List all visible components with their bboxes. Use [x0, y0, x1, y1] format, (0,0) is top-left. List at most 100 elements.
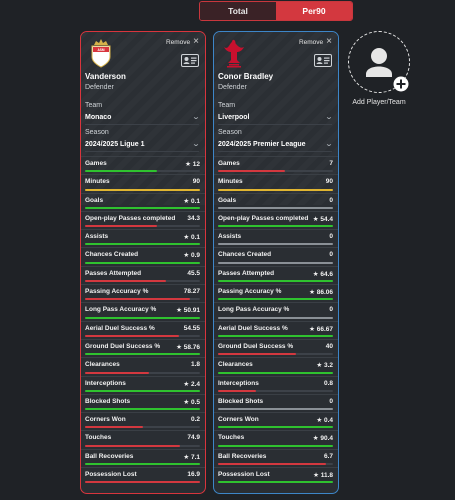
stat-bar	[218, 188, 333, 191]
stat-label: Open-play Passes completed	[85, 214, 176, 222]
stat-bar	[218, 261, 333, 264]
stat-value: ★ 0.1	[183, 234, 200, 242]
stat-row: Assists ★ 0.1	[81, 229, 205, 247]
stat-bar-fill	[218, 371, 333, 374]
stat-row: Corners Won 0.2	[81, 412, 205, 430]
stat-value: ★ 58.76	[176, 343, 200, 351]
stat-label: Goals	[85, 196, 104, 204]
stat-row: Touches ★ 90.4	[214, 430, 338, 448]
team-select[interactable]: Monaco ⌄	[85, 113, 201, 125]
stat-bar	[218, 353, 333, 356]
chevron-down-icon: ⌄	[191, 114, 201, 121]
stat-label: Aerial Duel Success %	[218, 324, 288, 332]
stat-label: Goals	[218, 196, 237, 204]
stat-bar	[218, 206, 333, 209]
stat-label: Minutes	[218, 178, 243, 186]
stat-bar	[85, 353, 200, 356]
stat-label: Blocked Shots	[85, 397, 131, 405]
stat-row: Ground Duel Success % 40	[214, 338, 338, 357]
season-select-value: 2024/2025 Premier League	[218, 140, 306, 148]
per90-toggle-button[interactable]: Per90	[276, 2, 352, 20]
total-per90-toggle[interactable]: Total Per90	[199, 1, 353, 21]
stat-bar-fill	[85, 225, 158, 228]
monaco-crest-icon: ASM	[91, 39, 111, 68]
stat-row: Aerial Duel Success % 54.55	[81, 320, 205, 339]
stat-value: ★ 3.2	[316, 362, 333, 370]
stat-value: 34.3	[187, 214, 200, 222]
stat-bar	[218, 371, 333, 374]
stat-row: Possession Lost 16.9	[81, 467, 205, 485]
add-player-button[interactable]	[348, 31, 410, 93]
stat-value: ★ 11.8	[313, 472, 333, 480]
stat-label: Possession Lost	[85, 471, 137, 479]
stat-value: 0	[329, 306, 333, 314]
season-select[interactable]: 2024/2025 Ligue 1 ⌄	[85, 140, 200, 152]
stat-value: ★ 7.1	[183, 453, 200, 461]
stat-bar	[218, 408, 333, 411]
stat-bar-fill	[85, 371, 150, 374]
stat-bar	[85, 334, 200, 337]
stat-value: 54.55	[183, 324, 200, 332]
chevron-down-icon: ⌄	[324, 141, 334, 148]
remove-player-button[interactable]: Remove ×	[299, 36, 332, 47]
svg-text:ASM: ASM	[97, 48, 104, 52]
stat-row: Aerial Duel Success % ★ 66.67	[214, 320, 338, 339]
team-select[interactable]: Liverpool ⌄	[218, 113, 333, 125]
stat-value: 0	[329, 251, 333, 259]
stat-bar	[218, 225, 333, 228]
stat-bar	[218, 481, 333, 484]
stat-label: Aerial Duel Success %	[85, 324, 155, 332]
stat-label: Assists	[85, 233, 109, 241]
stat-bar-fill	[218, 463, 327, 466]
add-player-label: Add Player/Team	[352, 99, 406, 106]
stat-bar-fill	[218, 334, 333, 337]
stat-row: Games ★ 12	[81, 156, 205, 174]
stat-bar-fill	[85, 444, 181, 447]
total-toggle-button[interactable]: Total	[200, 2, 276, 20]
stat-bar-fill	[85, 334, 180, 337]
season-select-value: 2024/2025 Ligue 1	[85, 140, 145, 148]
stat-row: Goals 0	[214, 192, 338, 211]
stat-label: Games	[85, 160, 107, 167]
stat-row: Blocked Shots ★ 0.5	[81, 393, 205, 412]
stat-row: Minutes 90	[81, 174, 205, 192]
stat-label: Interceptions	[85, 379, 126, 387]
id-card-icon[interactable]	[181, 54, 199, 67]
stat-value: ★ 0.5	[183, 398, 200, 406]
stat-label: Passing Accuracy %	[218, 288, 282, 296]
id-card-icon[interactable]	[314, 54, 332, 67]
stat-bar-fill	[218, 353, 297, 356]
stat-bar	[85, 225, 200, 228]
stat-row: Chances Created ★ 0.9	[81, 247, 205, 265]
stat-bar-fill	[85, 426, 143, 429]
stat-label: Ball Recoveries	[85, 452, 134, 460]
stat-bar	[218, 463, 333, 466]
season-select[interactable]: 2024/2025 Premier League ⌄	[218, 140, 334, 152]
stat-bar-fill	[218, 261, 333, 264]
stat-row: Clearances 1.8	[81, 357, 205, 375]
stat-value: ★ 12	[185, 161, 200, 168]
team-select-value: Liverpool	[218, 113, 250, 121]
user-avatar-icon	[365, 47, 392, 77]
stat-label: Clearances	[85, 361, 120, 369]
stat-value: ★ 90.4	[312, 435, 333, 443]
stat-value: 6.7	[323, 452, 333, 460]
stat-bar	[85, 261, 200, 264]
stat-bar	[85, 463, 200, 466]
close-icon: ×	[193, 36, 199, 47]
stat-bar	[85, 316, 200, 319]
stat-bar	[218, 426, 333, 429]
stat-label: Ball Recoveries	[218, 452, 267, 460]
stat-bar-fill	[218, 280, 333, 283]
stat-row: Chances Created 0	[214, 247, 338, 265]
stat-label: Long Pass Accuracy %	[218, 306, 290, 314]
player-card-header: ASM Remove × Vanderson Defender Team Mon…	[81, 32, 205, 205]
stat-bar-fill	[85, 389, 200, 392]
player-card: ASM Remove × Vanderson Defender Team Mon…	[80, 31, 206, 494]
stat-value: 0	[329, 196, 333, 204]
stat-label: Chances Created	[218, 251, 272, 259]
remove-player-button[interactable]: Remove ×	[166, 36, 199, 47]
close-icon: ×	[326, 36, 332, 47]
stat-label: Ground Duel Success %	[85, 342, 161, 350]
stat-bar	[85, 298, 200, 301]
